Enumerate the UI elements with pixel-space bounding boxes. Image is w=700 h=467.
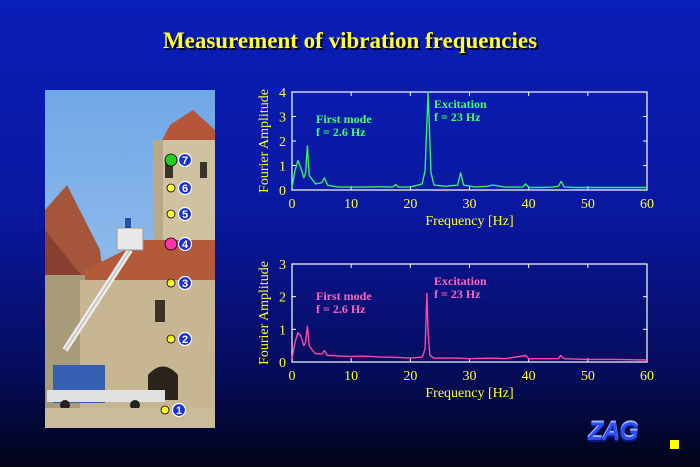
zag-logo: ZAG bbox=[588, 418, 639, 446]
marker-dot-7 bbox=[164, 153, 178, 167]
chart-first-mode-magenta: 0 10 20 30 40 50 60 0 1 2 3 Frequency [Hz] Fourier A… bbox=[257, 258, 654, 401]
slide-title: Measurement of vibration frequencies bbox=[162, 28, 538, 53]
x-tick-label: 40 bbox=[522, 369, 536, 384]
marker-badge-1 bbox=[171, 402, 187, 418]
annotation-title: First mode bbox=[316, 289, 372, 303]
marker-dot-6 bbox=[166, 183, 176, 193]
y-tick-label: 2 bbox=[279, 135, 286, 150]
marker-badge-7 bbox=[177, 152, 193, 168]
y-axis-label: Fourier Amplitude bbox=[257, 261, 272, 365]
marker-dot-2 bbox=[166, 334, 176, 344]
x-tick-label: 50 bbox=[581, 369, 595, 384]
y-tick-label: 1 bbox=[279, 323, 286, 338]
x-tick-label: 10 bbox=[344, 197, 358, 212]
annotation-title: First mode bbox=[316, 112, 372, 126]
marker-dot-4 bbox=[164, 237, 178, 251]
annotation-value: f = 2.6 Hz bbox=[316, 302, 366, 316]
x-tick-label: 30 bbox=[463, 197, 477, 212]
x-tick-label: 30 bbox=[463, 369, 477, 384]
x-tick-label: 0 bbox=[289, 369, 296, 384]
y-tick-label: 3 bbox=[279, 111, 286, 126]
logo-square bbox=[670, 440, 679, 449]
y-tick-label: 0 bbox=[279, 184, 286, 199]
y-tick-label: 3 bbox=[279, 258, 286, 273]
marker-badge-5 bbox=[177, 206, 193, 222]
marker-dot-1 bbox=[160, 405, 170, 415]
marker-label-2: 2 bbox=[182, 334, 188, 346]
x-tick-label: 60 bbox=[640, 197, 654, 212]
x-tick-label: 20 bbox=[403, 369, 417, 384]
y-tick-label: 0 bbox=[279, 356, 286, 371]
marker-badge-2 bbox=[177, 331, 193, 347]
marker-label-5: 5 bbox=[182, 209, 188, 221]
marker-badge-3 bbox=[177, 275, 193, 291]
marker-label-3: 3 bbox=[182, 278, 188, 290]
marker-badge-6 bbox=[177, 180, 193, 196]
marker-dot-3 bbox=[166, 278, 176, 288]
x-tick-label: 10 bbox=[344, 369, 358, 384]
marker-label-1: 1 bbox=[176, 405, 182, 417]
y-tick-label: 1 bbox=[279, 160, 286, 175]
annotation-value: f = 2.6 Hz bbox=[316, 125, 366, 139]
tower-photo: 7 6 5 4 3 2 1 bbox=[45, 90, 215, 428]
y-tick-label: 2 bbox=[279, 291, 286, 306]
spectrum-line bbox=[291, 292, 648, 361]
x-axis-label: Frequency [Hz] bbox=[425, 386, 513, 401]
marker-label-4: 4 bbox=[182, 239, 189, 251]
annotation-title: Excitation bbox=[434, 97, 487, 111]
spectrum-line bbox=[291, 91, 647, 189]
y-axis-label: Fourier Amplitude bbox=[257, 89, 272, 193]
x-tick-label: 0 bbox=[289, 197, 296, 212]
annotation-value: f = 23 Hz bbox=[434, 287, 481, 301]
x-tick-label: 20 bbox=[403, 197, 417, 212]
chart-first-mode-green: 0 10 20 30 40 50 60 0 1 2 3 4 Frequency [Hz] Fourier … bbox=[257, 86, 654, 229]
x-tick-label: 50 bbox=[581, 197, 595, 212]
marker-badge-4 bbox=[177, 236, 193, 252]
marker-label-6: 6 bbox=[182, 183, 188, 195]
x-tick-label: 60 bbox=[640, 369, 654, 384]
y-tick-label: 4 bbox=[279, 86, 286, 101]
annotation-value: f = 23 Hz bbox=[434, 110, 481, 124]
x-axis-label: Frequency [Hz] bbox=[425, 214, 513, 229]
annotation-title: Excitation bbox=[434, 274, 487, 288]
marker-label-7: 7 bbox=[182, 155, 188, 167]
marker-dot-5 bbox=[166, 209, 176, 219]
x-tick-label: 40 bbox=[522, 197, 536, 212]
